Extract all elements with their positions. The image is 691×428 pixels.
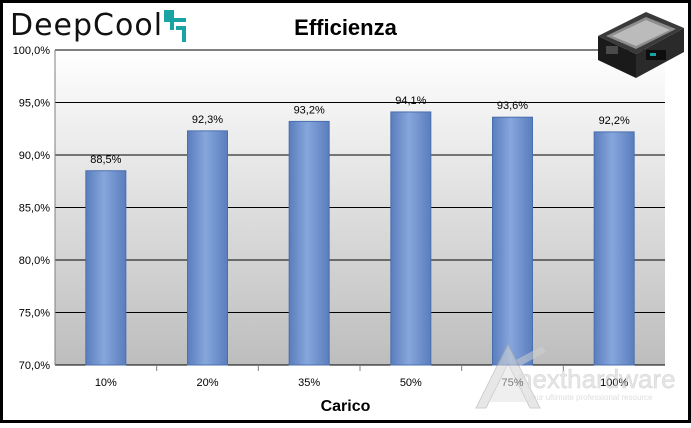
data-label: 88,5% (90, 154, 121, 166)
svg-text:your ultimate professional res: your ultimate professional resource (528, 393, 653, 402)
y-tick-label: 85,0% (19, 203, 50, 215)
y-tick-label: 70,0% (19, 360, 50, 372)
chart-title: Efficienza (294, 15, 397, 40)
psu-image (598, 12, 684, 78)
bar-20pct (187, 130, 228, 366)
deepcool-logo-icon (164, 10, 186, 42)
bar-35pct (288, 120, 330, 366)
x-tick-label: 100% (600, 377, 628, 389)
y-tick-label: 90,0% (19, 150, 50, 162)
x-tick-label: 35% (298, 377, 320, 389)
nexthardware-watermark: nexthardware your ultimate professional … (475, 342, 676, 409)
bar-100pct (593, 131, 635, 366)
data-label: 92,3% (192, 114, 223, 126)
data-label: 94,1% (395, 95, 426, 107)
data-label: 92,2% (599, 115, 630, 127)
data-label: 93,6% (497, 100, 528, 112)
svg-text:nexthardware: nexthardware (518, 364, 676, 394)
bar-50pct (390, 111, 432, 366)
x-axis-label: Carico (320, 398, 371, 415)
bar-10pct (85, 170, 127, 366)
deepcool-wordmark: DeepCool (10, 8, 164, 43)
y-tick-label: 95,0% (19, 98, 50, 110)
bar-75pct (492, 116, 533, 366)
y-tick-label: 75,0% (19, 308, 50, 320)
y-tick-label: 100,0% (13, 45, 51, 57)
x-tick-label: 20% (196, 377, 218, 389)
data-label: 93,2% (294, 104, 325, 116)
y-tick-label: 80,0% (19, 255, 50, 267)
x-tick-label: 10% (95, 377, 117, 389)
x-tick-label: 50% (400, 377, 422, 389)
